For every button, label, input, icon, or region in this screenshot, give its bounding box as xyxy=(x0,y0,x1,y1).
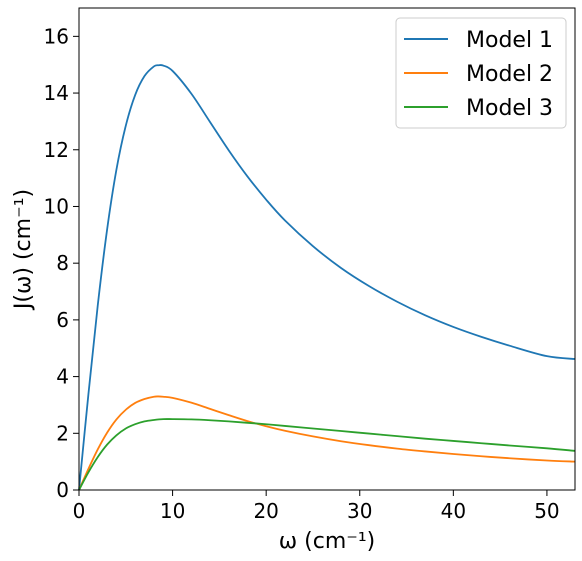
legend-label-2: Model 2 xyxy=(466,62,553,87)
y-tick-label: 10 xyxy=(44,194,69,218)
x-axis-label: ω (cm⁻¹) xyxy=(279,529,376,554)
y-axis-label: J(ω) (cm⁻¹) xyxy=(11,189,36,311)
plot-lines xyxy=(78,64,576,491)
legend-box xyxy=(395,17,567,129)
series-line-3 xyxy=(78,418,576,491)
y-tick-label: 16 xyxy=(44,24,69,48)
legend-label-3: Model 3 xyxy=(466,96,553,121)
x-tick-label: 30 xyxy=(347,499,372,523)
x-tick-label: 10 xyxy=(160,499,185,523)
y-tick-label: 2 xyxy=(56,421,69,445)
x-tick-label: 50 xyxy=(534,499,559,523)
plot-frame xyxy=(78,7,576,491)
x-tick-label: 0 xyxy=(73,499,86,523)
legend: Model 1 Model 2 Model 3 xyxy=(395,17,567,129)
series-line-1 xyxy=(78,64,576,491)
y-tick-label: 0 xyxy=(56,478,69,502)
legend-label-1: Model 1 xyxy=(466,28,553,53)
y-axis-ticks: 0 2 4 6 8 10 12 14 16 xyxy=(44,24,79,502)
y-tick-label: 4 xyxy=(56,365,69,389)
x-axis-ticks: 0 10 20 30 40 50 xyxy=(73,490,560,523)
x-tick-label: 40 xyxy=(441,499,466,523)
y-tick-label: 8 xyxy=(56,251,69,275)
y-tick-label: 6 xyxy=(56,308,69,332)
series-line-2 xyxy=(78,395,576,491)
y-tick-label: 12 xyxy=(44,138,69,162)
x-tick-label: 20 xyxy=(253,499,278,523)
y-tick-label: 14 xyxy=(44,81,69,105)
